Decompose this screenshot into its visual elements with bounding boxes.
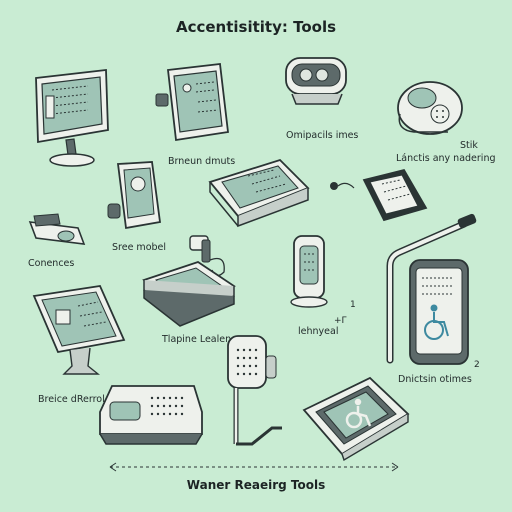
round-speaker-icon	[392, 74, 466, 140]
label-browser-tools: Brneun dmuts	[168, 156, 236, 167]
label-screen-model: Sree mobel	[112, 242, 167, 253]
braille-keyboard-icon	[96, 378, 206, 458]
label-connectors: Conences	[28, 258, 75, 269]
mark-one: 1	[350, 300, 356, 310]
handheld-phone-icon	[104, 158, 168, 234]
flat-tablet-device-icon	[204, 154, 312, 238]
touchscreen-kiosk-icon	[28, 282, 132, 378]
label-stick: Stik	[460, 140, 478, 151]
vertical-handheld-icon	[284, 232, 336, 312]
tablet-on-stand-icon	[152, 60, 238, 152]
label-braille-display: Breice dRerrol	[38, 394, 105, 405]
mark-two: 2	[474, 360, 480, 370]
label-omni-items: Omipacils imes	[286, 130, 359, 141]
microphone-stand-icon	[212, 332, 302, 456]
label-handheld: lehnyeal	[298, 326, 339, 337]
stacked-tablets-icon	[136, 254, 240, 332]
cane-stick-icon	[376, 213, 480, 364]
mark-plus-f: +Γ	[334, 316, 347, 326]
dashed-arrow-icon	[104, 460, 404, 474]
e-reader-icon	[356, 166, 432, 226]
page-footer: Waner Reaeirg Tools	[186, 478, 326, 492]
page-title: Accentisitity: Tools	[175, 18, 337, 36]
wheelchair-tablet-icon	[404, 256, 474, 372]
label-tablet-reader: Tlapine Lealen	[162, 334, 232, 345]
hearing-clip-icon	[186, 232, 232, 282]
smart-speaker-icon	[282, 52, 352, 110]
earbud-icon	[326, 176, 356, 196]
wheelchair-screen-tablet-icon	[300, 374, 412, 462]
label-distinct-options: Dnictsin otimes	[398, 374, 472, 385]
label-adjust-reading: Lánctis any nadering	[396, 153, 496, 164]
key-fob-icon	[24, 210, 90, 254]
desktop-monitor-icon	[28, 68, 114, 168]
